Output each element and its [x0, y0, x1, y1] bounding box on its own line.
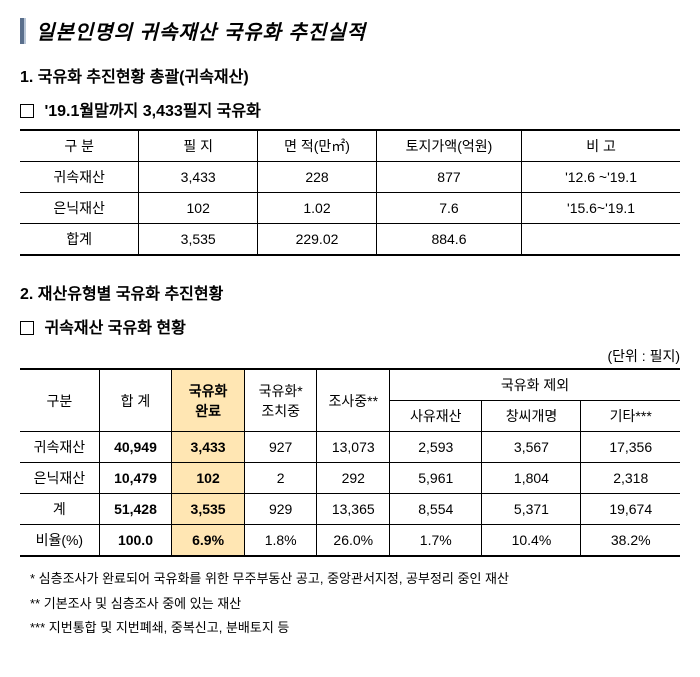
cell: 1.02: [258, 193, 377, 224]
table-row: 계 51,428 3,535 929 13,365 8,554 5,371 19…: [20, 494, 680, 525]
table-row: 귀속재산 3,433 228 877 '12.6 ~'19.1: [20, 162, 680, 193]
cell: 5,371: [482, 494, 581, 525]
cell: 8,554: [390, 494, 482, 525]
col-header: 면 적(만㎡): [258, 130, 377, 162]
table-row: 은닉재산 102 1.02 7.6 '15.6~'19.1: [20, 193, 680, 224]
cell: 929: [244, 494, 317, 525]
cell: '12.6 ~'19.1: [522, 162, 680, 193]
cell: 13,073: [317, 432, 390, 463]
cell: 877: [376, 162, 521, 193]
section1-heading: 1. 국유화 추진현황 총괄(귀속재산): [20, 63, 680, 87]
section1-subheading-text: '19.1월말까지 3,433필지 국유화: [44, 103, 260, 120]
col-header: 기타***: [581, 401, 680, 432]
cell-highlight: 3,535: [172, 494, 245, 525]
table-summary: 구 분 필 지 면 적(만㎡) 토지가액(억원) 비 고 귀속재산 3,433 …: [20, 129, 680, 256]
cell: 10.4%: [482, 525, 581, 557]
cell: 927: [244, 432, 317, 463]
cell: 40,949: [99, 432, 172, 463]
cell-highlight: 6.9%: [172, 525, 245, 557]
table-row: 합계 3,535 229.02 884.6: [20, 224, 680, 256]
cell: 2: [244, 463, 317, 494]
footnotes: * 심층조사가 완료되어 국유화를 위한 무주부동산 공고, 중앙관서지정, 공…: [20, 567, 680, 641]
cell: 은닉재산: [20, 463, 99, 494]
section2-subheading-text: 귀속재산 국유화 현황: [44, 320, 185, 337]
col-header-highlight: 국유화 완료: [172, 369, 245, 432]
cell: 5,961: [390, 463, 482, 494]
cell: 292: [317, 463, 390, 494]
cell: 10,479: [99, 463, 172, 494]
section2-heading: 2. 재산유형별 국유화 추진현황: [20, 280, 680, 304]
cell: 51,428: [99, 494, 172, 525]
cell-highlight: 102: [172, 463, 245, 494]
col-header: 필 지: [139, 130, 258, 162]
cell: 2,318: [581, 463, 680, 494]
cell: 884.6: [376, 224, 521, 256]
title-marker-icon: [20, 18, 26, 44]
cell: 3,567: [482, 432, 581, 463]
cell: 229.02: [258, 224, 377, 256]
cell: 13,365: [317, 494, 390, 525]
cell: '15.6~'19.1: [522, 193, 680, 224]
cell: [522, 224, 680, 256]
col-header: 비 고: [522, 130, 680, 162]
table-row: 귀속재산 40,949 3,433 927 13,073 2,593 3,567…: [20, 432, 680, 463]
checkbox-icon: [20, 321, 34, 335]
table-header-row: 구 분 필 지 면 적(만㎡) 토지가액(억원) 비 고: [20, 130, 680, 162]
cell: 1.7%: [390, 525, 482, 557]
cell: 계: [20, 494, 99, 525]
section2-subheading: 귀속재산 국유화 현황: [20, 314, 680, 338]
col-header: 구 분: [20, 130, 139, 162]
checkbox-icon: [20, 104, 34, 118]
cell: 102: [139, 193, 258, 224]
table-header-row: 구분 합 계 국유화 완료 국유화* 조치중 조사중** 국유화 제외: [20, 369, 680, 401]
cell: 귀속재산: [20, 432, 99, 463]
cell: 228: [258, 162, 377, 193]
col-header: 국유화* 조치중: [244, 369, 317, 432]
cell: 귀속재산: [20, 162, 139, 193]
cell: 100.0: [99, 525, 172, 557]
cell: 합계: [20, 224, 139, 256]
cell: 1,804: [482, 463, 581, 494]
unit-label: (단위 : 필지): [20, 346, 680, 366]
footnote: ** 기본조사 및 심층조사 중에 있는 재산: [30, 592, 680, 617]
table-row: 은닉재산 10,479 102 2 292 5,961 1,804 2,318: [20, 463, 680, 494]
section1-subheading: '19.1월말까지 3,433필지 국유화: [20, 97, 680, 121]
cell: 38.2%: [581, 525, 680, 557]
col-header: 토지가액(억원): [376, 130, 521, 162]
cell: 26.0%: [317, 525, 390, 557]
table-row: 비율(%) 100.0 6.9% 1.8% 26.0% 1.7% 10.4% 3…: [20, 525, 680, 557]
cell: 비율(%): [20, 525, 99, 557]
cell: 3,535: [139, 224, 258, 256]
table-by-type: 구분 합 계 국유화 완료 국유화* 조치중 조사중** 국유화 제외 사유재산…: [20, 368, 680, 557]
page-title-bar: 일본인명의 귀속재산 국유화 추진실적: [20, 16, 680, 45]
cell: 은닉재산: [20, 193, 139, 224]
cell: 2,593: [390, 432, 482, 463]
cell: 1.8%: [244, 525, 317, 557]
cell: 3,433: [139, 162, 258, 193]
footnote: * 심층조사가 완료되어 국유화를 위한 무주부동산 공고, 중앙관서지정, 공…: [30, 567, 680, 592]
col-header: 합 계: [99, 369, 172, 432]
cell: 7.6: [376, 193, 521, 224]
col-header: 조사중**: [317, 369, 390, 432]
footnote: *** 지번통합 및 지번폐쇄, 중복신고, 분배토지 등: [30, 616, 680, 641]
page-title: 일본인명의 귀속재산 국유화 추진실적: [36, 16, 366, 45]
col-header: 사유재산: [390, 401, 482, 432]
cell-highlight: 3,433: [172, 432, 245, 463]
cell: 17,356: [581, 432, 680, 463]
col-header: 구분: [20, 369, 99, 432]
col-header-group: 국유화 제외: [390, 369, 680, 401]
cell: 19,674: [581, 494, 680, 525]
col-header: 창씨개명: [482, 401, 581, 432]
